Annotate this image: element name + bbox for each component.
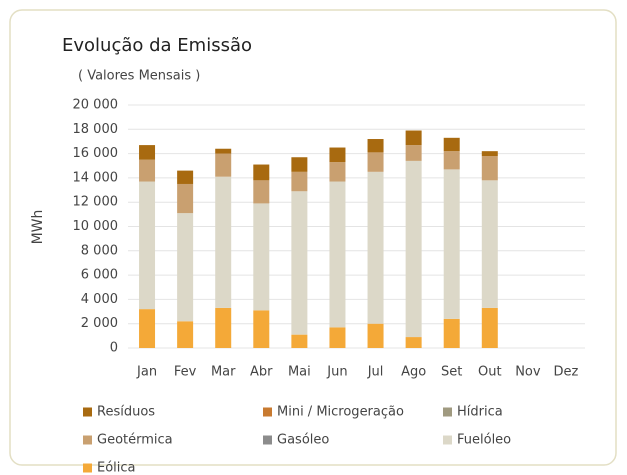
legend-label: Fuelóleo xyxy=(457,433,511,448)
bar-segment xyxy=(367,171,384,324)
legend-swatch xyxy=(263,435,272,445)
bar-segment xyxy=(215,307,232,348)
x-tick-label: Jun xyxy=(326,365,347,380)
bar-segment xyxy=(253,310,270,348)
y-tick-label: 4 000 xyxy=(81,292,118,307)
bar-segment xyxy=(215,153,232,177)
y-tick-label: 6 000 xyxy=(81,268,118,283)
bar-segment xyxy=(443,169,460,319)
y-tick-label: 0 xyxy=(110,341,118,356)
y-tick-label: 18 000 xyxy=(73,122,119,137)
legend-label: Eólica xyxy=(97,461,136,475)
legend-swatch xyxy=(83,463,92,473)
legend-swatch xyxy=(263,407,272,417)
bar-segment xyxy=(215,176,232,308)
y-tick-label: 2 000 xyxy=(81,316,118,331)
x-tick-label: Dez xyxy=(554,365,579,380)
x-tick-label: Out xyxy=(478,365,502,380)
legend-label: Hídrica xyxy=(457,405,503,420)
card xyxy=(9,9,617,466)
bar-segment xyxy=(253,180,270,204)
bar-segment xyxy=(139,145,156,160)
bar-segment xyxy=(329,181,346,328)
x-tick-label: Nov xyxy=(515,365,541,380)
bar-segment xyxy=(139,309,156,348)
bar-segment xyxy=(481,156,498,181)
x-tick-label: Fev xyxy=(174,365,197,380)
x-tick-label: Abr xyxy=(250,365,273,380)
bar-segment xyxy=(405,130,422,146)
bar-segment xyxy=(367,323,384,348)
bar-segment xyxy=(139,181,156,310)
legend-label: Gasóleo xyxy=(277,433,329,448)
bar-segment xyxy=(405,160,422,338)
legend-swatch xyxy=(83,435,92,445)
legend-swatch xyxy=(443,407,452,417)
bar-segment xyxy=(443,137,460,152)
bar-segment xyxy=(253,203,270,311)
bar-segment xyxy=(177,213,194,322)
legend-swatch xyxy=(83,407,92,417)
bar-segment xyxy=(367,139,384,153)
bar-segment xyxy=(481,180,498,308)
y-tick-label: 8 000 xyxy=(81,243,118,258)
legend-swatch xyxy=(443,435,452,445)
legend-label: Geotérmica xyxy=(97,433,173,448)
y-tick-label: 12 000 xyxy=(73,195,119,210)
bar-segment xyxy=(253,164,270,181)
x-tick-label: Set xyxy=(441,365,462,380)
bar-segment xyxy=(139,159,156,182)
bar-segment xyxy=(367,152,384,172)
x-tick-label: Jan xyxy=(136,365,157,380)
x-tick-label: Ago xyxy=(401,365,426,380)
bar-segment xyxy=(329,147,346,163)
x-tick-label: Mai xyxy=(288,365,311,380)
bar-segment xyxy=(177,170,194,184)
bar-segment xyxy=(291,157,308,172)
legend-label: Mini / Microgeração xyxy=(277,405,404,420)
y-tick-label: 14 000 xyxy=(73,170,119,185)
y-tick-label: 20 000 xyxy=(73,98,119,113)
y-tick-label: 10 000 xyxy=(73,219,119,234)
bar-segment xyxy=(329,162,346,182)
bar-segment xyxy=(177,183,194,214)
x-tick-label: Jul xyxy=(367,365,384,380)
bar-segment xyxy=(291,171,308,192)
bar-segment xyxy=(215,148,232,154)
bar-segment xyxy=(405,145,422,161)
bar-segment xyxy=(329,327,346,348)
bar-segment xyxy=(443,151,460,170)
legend-label: Resíduos xyxy=(97,405,155,420)
chart-subtitle: ( Valores Mensais ) xyxy=(78,69,200,84)
bar-segment xyxy=(405,337,422,348)
y-axis-label: MWh xyxy=(30,210,46,245)
bar-segment xyxy=(291,334,308,348)
bar-segment xyxy=(177,321,194,348)
y-tick-label: 16 000 xyxy=(73,146,119,161)
bar-segment xyxy=(481,151,498,157)
bar-segment xyxy=(291,191,308,335)
bar-segment xyxy=(443,318,460,348)
x-tick-label: Mar xyxy=(211,365,236,380)
chart-title: Evolução da Emissão xyxy=(62,35,252,56)
bar-segment xyxy=(481,307,498,348)
